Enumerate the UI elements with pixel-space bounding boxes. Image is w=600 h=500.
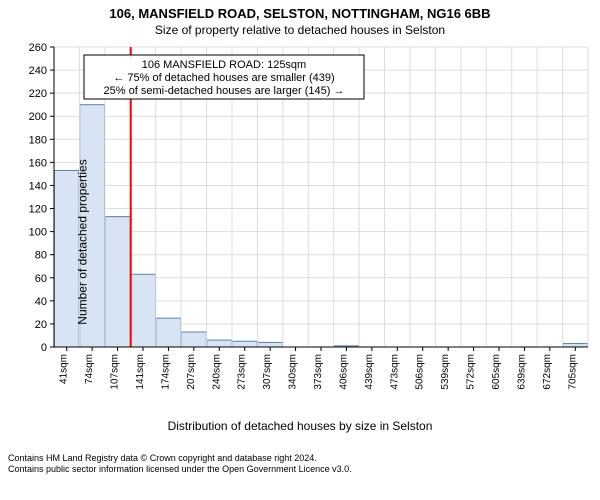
x-tick-label: 439sqm — [364, 354, 375, 390]
x-tick-label: 240sqm — [211, 354, 222, 390]
histogram-bar — [258, 342, 283, 347]
y-tick-label: 140 — [29, 180, 47, 192]
y-tick-label: 200 — [29, 111, 47, 123]
histogram-svg: 0 20 40 60 80 100 120 140 160 180 200 220 240 260 41sq… — [0, 37, 600, 417]
x-tick-label: 406sqm — [338, 354, 349, 390]
x-tick-label: 207sqm — [186, 354, 197, 390]
y-tick-label: 40 — [35, 296, 47, 308]
chart-title: 106, MANSFIELD ROAD, SELSTON, NOTTINGHAM… — [0, 6, 600, 21]
y-tick-label: 60 — [35, 273, 47, 285]
histogram-bar — [232, 341, 257, 347]
histogram-bar — [156, 318, 181, 347]
histogram-bar — [105, 217, 130, 347]
y-tick-label: 80 — [35, 250, 47, 262]
y-tick-label: 120 — [29, 204, 47, 216]
x-tick-label: 340sqm — [288, 354, 299, 390]
y-tick-label: 240 — [29, 65, 47, 77]
y-axis-label: Number of detached properties — [76, 159, 90, 324]
x-tick-label: 639sqm — [516, 354, 527, 390]
x-tick-label: 572sqm — [466, 354, 477, 390]
x-tick-label: 107sqm — [110, 354, 121, 390]
annotation-line-2: ← 75% of detached houses are smaller (43… — [113, 72, 334, 84]
x-tick-label: 473sqm — [389, 354, 400, 390]
chart-subtitle: Size of property relative to detached ho… — [0, 23, 600, 37]
x-tick-label: 74sqm — [84, 354, 95, 384]
annotation-line-1: 106 MANSFIELD ROAD: 125sqm — [142, 59, 306, 71]
x-tick-label: 174sqm — [160, 354, 171, 390]
histogram-bar — [131, 274, 156, 347]
chart-title-block: 106, MANSFIELD ROAD, SELSTON, NOTTINGHAM… — [0, 0, 600, 37]
y-tick-label: 220 — [29, 88, 47, 100]
footer-line-1: Contains HM Land Registry data © Crown c… — [8, 453, 592, 464]
x-tick-label: 672sqm — [542, 354, 553, 390]
histogram-bar — [207, 340, 232, 347]
footer-line-2: Contains public sector information licen… — [8, 464, 592, 475]
y-tick-label: 100 — [29, 227, 47, 239]
x-tick-label: 605sqm — [491, 354, 502, 390]
y-tick-label: 260 — [29, 42, 47, 54]
y-tick-label: 180 — [29, 134, 47, 146]
x-tick-label: 41sqm — [59, 354, 70, 384]
chart-area: Number of detached properties 0 20 40 60 80 1… — [0, 37, 600, 447]
x-tick-label: 273sqm — [237, 354, 248, 390]
y-tick-label: 160 — [29, 157, 47, 169]
y-tick-label: 20 — [35, 319, 47, 331]
footer-attribution: Contains HM Land Registry data © Crown c… — [0, 447, 600, 476]
y-tick-label: 0 — [41, 342, 47, 354]
x-tick-label: 373sqm — [313, 354, 324, 390]
annotation-line-3: 25% of semi-detached houses are larger (… — [104, 85, 345, 97]
x-tick-label: 307sqm — [262, 354, 273, 390]
x-tick-label: 705sqm — [567, 354, 578, 390]
x-tick-label: 141sqm — [135, 354, 146, 390]
x-axis-label: Distribution of detached houses by size … — [0, 419, 600, 433]
histogram-bar — [181, 332, 206, 347]
x-tick-label: 539sqm — [440, 354, 451, 390]
x-tick-label: 506sqm — [415, 354, 426, 390]
histogram-bar — [563, 344, 588, 347]
